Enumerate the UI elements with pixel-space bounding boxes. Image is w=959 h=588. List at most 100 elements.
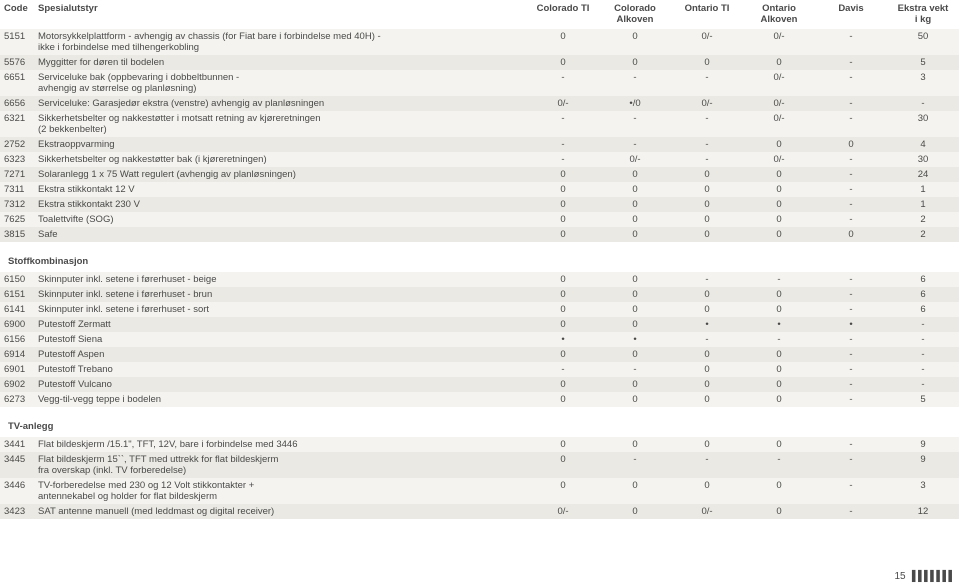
- col-h1: Colorado: [599, 0, 671, 14]
- cell-desc: Putestoff Trebano: [34, 362, 527, 377]
- cell-value: 5: [887, 55, 959, 70]
- cell-code: 6273: [0, 392, 34, 407]
- cell-value: 9: [887, 452, 959, 478]
- cell-value: 0: [743, 55, 815, 70]
- cell-code: 7625: [0, 212, 34, 227]
- cell-value: 0: [599, 29, 671, 55]
- table-row: 5151Motorsykkelplattform - avhengig av c…: [0, 29, 959, 55]
- cell-value: 0: [527, 347, 599, 362]
- table-row: 2752Ekstraoppvarming---004: [0, 137, 959, 152]
- table-row: 6914Putestoff Aspen0000--: [0, 347, 959, 362]
- cell-value: 50: [887, 29, 959, 55]
- table-row: 3423SAT antenne manuell (med leddmast og…: [0, 504, 959, 519]
- cell-value: 1: [887, 182, 959, 197]
- cell-code: 6651: [0, 70, 34, 96]
- cell-value: -: [815, 377, 887, 392]
- cell-code: 7271: [0, 167, 34, 182]
- cell-desc: Flat bildeskjerm 15``, TFT med uttrekk f…: [34, 452, 527, 478]
- cell-value: 0: [743, 504, 815, 519]
- cell-desc: Ekstra stikkontakt 230 V: [34, 197, 527, 212]
- cell-value: -: [815, 437, 887, 452]
- cell-value: 0: [743, 137, 815, 152]
- cell-value: 6: [887, 272, 959, 287]
- col-s1: Alkoven: [599, 14, 671, 29]
- cell-value: 0: [527, 452, 599, 478]
- cell-value: 0: [743, 287, 815, 302]
- cell-desc: Putestoff Zermatt: [34, 317, 527, 332]
- cell-value: -: [671, 332, 743, 347]
- cell-value: 0: [599, 392, 671, 407]
- cell-value: -: [527, 152, 599, 167]
- cell-value: 0: [815, 227, 887, 242]
- cell-value: 0: [599, 287, 671, 302]
- cell-value: 0/-: [671, 96, 743, 111]
- cell-value: 0: [743, 362, 815, 377]
- cell-code: 7312: [0, 197, 34, 212]
- cell-desc: Toalettvifte (SOG): [34, 212, 527, 227]
- cell-desc: Skinnputer inkl. setene i førerhuset - s…: [34, 302, 527, 317]
- cell-value: 0/-: [599, 152, 671, 167]
- cell-value: -: [527, 111, 599, 137]
- col-code: Code: [0, 0, 34, 14]
- cell-value: -: [599, 137, 671, 152]
- cell-code: 5576: [0, 55, 34, 70]
- cell-value: -: [671, 137, 743, 152]
- cell-value: 3: [887, 70, 959, 96]
- cell-value: 0/-: [743, 70, 815, 96]
- cell-code: 2752: [0, 137, 34, 152]
- cell-value: 2: [887, 212, 959, 227]
- cell-code: 7311: [0, 182, 34, 197]
- cell-value: 0: [599, 182, 671, 197]
- cell-desc: Putestoff Aspen: [34, 347, 527, 362]
- section-title: Stoffkombinasjon: [4, 250, 955, 270]
- cell-value: 9: [887, 437, 959, 452]
- cell-value: 0: [671, 347, 743, 362]
- cell-value: -: [815, 362, 887, 377]
- cell-value: -: [815, 212, 887, 227]
- table-row: 7271Solaranlegg 1 x 75 Watt regulert (av…: [0, 167, 959, 182]
- cell-value: -: [887, 377, 959, 392]
- cell-value: -: [815, 152, 887, 167]
- cell-code: 6901: [0, 362, 34, 377]
- cell-desc: Solaranlegg 1 x 75 Watt regulert (avheng…: [34, 167, 527, 182]
- col-s2: [671, 14, 743, 29]
- cell-value: 0: [599, 317, 671, 332]
- cell-value: -: [815, 197, 887, 212]
- cell-value: 0: [599, 167, 671, 182]
- table-row: 7625Toalettvifte (SOG)0000-2: [0, 212, 959, 227]
- cell-value: 0: [743, 182, 815, 197]
- cell-value: -: [527, 70, 599, 96]
- cell-value: 0: [599, 272, 671, 287]
- cell-value: 30: [887, 152, 959, 167]
- cell-code: 3445: [0, 452, 34, 478]
- cell-value: 0: [743, 377, 815, 392]
- cell-value: -: [743, 332, 815, 347]
- cell-value: -: [815, 29, 887, 55]
- cell-value: -: [815, 347, 887, 362]
- cell-value: 0: [527, 212, 599, 227]
- cell-desc: SAT antenne manuell (med leddmast og dig…: [34, 504, 527, 519]
- cell-code: 6914: [0, 347, 34, 362]
- cell-value: 6: [887, 302, 959, 317]
- cell-value: 0: [527, 377, 599, 392]
- cell-value: 0: [743, 197, 815, 212]
- cell-value: 0: [743, 437, 815, 452]
- cell-desc: Flat bildeskjerm /15.1", TFT, 12V, bare …: [34, 437, 527, 452]
- table-row: 3445Flat bildeskjerm 15``, TFT med uttre…: [0, 452, 959, 478]
- cell-value: •: [743, 317, 815, 332]
- table-row: 7312Ekstra stikkontakt 230 V0000-1: [0, 197, 959, 212]
- cell-code: 6150: [0, 272, 34, 287]
- cell-desc: Ekstra stikkontakt 12 V: [34, 182, 527, 197]
- cell-value: -: [743, 452, 815, 478]
- cell-value: 0: [527, 272, 599, 287]
- cell-value: -: [599, 362, 671, 377]
- cell-value: 0: [671, 55, 743, 70]
- cell-value: 0: [527, 317, 599, 332]
- table-row: 6273Vegg-til-vegg teppe i bodelen0000-5: [0, 392, 959, 407]
- cell-value: •: [527, 332, 599, 347]
- cell-value: -: [815, 111, 887, 137]
- table-row: 6901Putestoff Trebano--00--: [0, 362, 959, 377]
- cell-value: 0: [527, 167, 599, 182]
- col-h0: Colorado TI: [527, 0, 599, 14]
- cell-code: 6323: [0, 152, 34, 167]
